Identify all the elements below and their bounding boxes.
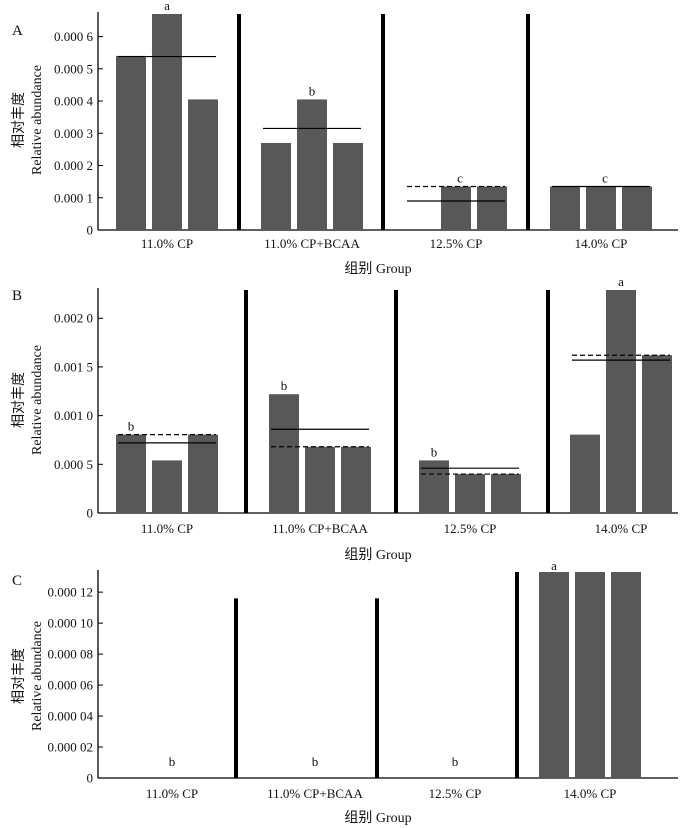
bar <box>570 434 600 513</box>
panel-letter: A <box>12 23 23 39</box>
category-label: 11.0% CP <box>141 521 193 536</box>
bar <box>606 290 636 513</box>
y-tick-label: 0.000 10 <box>48 616 94 631</box>
y-axis-title-en: Relative abundance <box>30 65 45 175</box>
y-axis-title-cn: 相对丰度 <box>11 648 27 704</box>
y-axis-title-cn: 相对丰度 <box>11 372 27 428</box>
y-tick-label: 0.000 08 <box>48 647 94 662</box>
bar <box>305 446 335 513</box>
bar <box>491 474 521 513</box>
significance-letter: a <box>618 274 624 289</box>
y-tick-label: 0.000 5 <box>54 457 93 472</box>
significance-letter: c <box>602 170 608 185</box>
category-label: 12.5% CP <box>430 236 483 251</box>
significance-letter: b <box>312 754 319 769</box>
y-tick-label: 0.000 12 <box>48 585 94 600</box>
bar <box>116 434 146 513</box>
bar <box>550 186 580 230</box>
significance-letter: c <box>457 170 463 185</box>
y-axis-title-cn: 相对丰度 <box>11 92 27 148</box>
bar <box>152 460 182 513</box>
bar <box>116 55 146 230</box>
y-tick-label: 0.002 0 <box>54 311 93 326</box>
y-tick-label: 0.000 2 <box>54 158 93 173</box>
x-axis-title: 组别 Group <box>344 810 411 826</box>
y-tick-label: 0.000 04 <box>48 709 94 724</box>
significance-letter: a <box>164 0 170 13</box>
significance-letter: b <box>431 444 438 459</box>
y-tick-label: 0.001 0 <box>54 408 93 423</box>
bar <box>261 142 291 230</box>
y-tick-label: 0.001 5 <box>54 359 93 374</box>
bar <box>642 355 672 513</box>
y-axis-title-en: Relative abundance <box>30 621 45 731</box>
significance-letter: b <box>452 754 459 769</box>
bar <box>575 572 605 778</box>
y-tick-label: 0.000 5 <box>54 61 93 76</box>
panel-letter: C <box>12 573 22 589</box>
category-label: 11.0% CP+BCAA <box>264 236 360 251</box>
bar <box>341 446 371 513</box>
y-tick-label: 0 <box>87 223 94 238</box>
y-tick-label: 0.000 6 <box>54 29 94 44</box>
category-label: 11.0% CP+BCAA <box>272 521 368 536</box>
y-tick-label: 0 <box>87 771 94 786</box>
y-tick-label: 0.000 1 <box>54 190 93 205</box>
y-tick-label: 0 <box>87 506 94 521</box>
bar <box>333 142 363 230</box>
bar <box>539 572 569 778</box>
significance-letter: b <box>309 83 316 98</box>
bar <box>188 99 218 231</box>
bar <box>152 14 182 230</box>
significance-letter: b <box>169 754 176 769</box>
category-label: 12.5% CP <box>444 521 497 536</box>
category-label: 12.5% CP <box>429 786 482 801</box>
y-tick-label: 0.000 02 <box>48 740 94 755</box>
y-axis-title-en: Relative abundance <box>30 345 45 455</box>
panel-letter: B <box>12 288 22 304</box>
y-tick-label: 0.000 06 <box>48 678 94 693</box>
category-label: 11.0% CP+BCAA <box>267 786 363 801</box>
bar <box>269 394 299 513</box>
bar <box>441 186 471 230</box>
significance-letter: a <box>551 558 557 573</box>
significance-letter: b <box>128 419 135 434</box>
x-axis-title: 组别 Group <box>344 547 411 563</box>
bar <box>477 186 507 230</box>
category-label: 11.0% CP <box>146 786 198 801</box>
category-label: 11.0% CP <box>141 236 193 251</box>
bar <box>455 474 485 513</box>
y-tick-label: 0.000 3 <box>54 126 93 141</box>
category-label: 14.0% CP <box>564 786 617 801</box>
bar <box>297 99 327 231</box>
y-tick-label: 0.000 4 <box>54 94 94 109</box>
bar <box>622 186 652 230</box>
bar <box>188 434 218 513</box>
bar <box>611 572 641 778</box>
category-label: 14.0% CP <box>575 236 628 251</box>
significance-letter: b <box>281 378 288 393</box>
x-axis-title: 组别 Group <box>344 261 411 277</box>
category-label: 14.0% CP <box>595 521 648 536</box>
bar <box>419 460 449 513</box>
bar <box>586 186 616 230</box>
